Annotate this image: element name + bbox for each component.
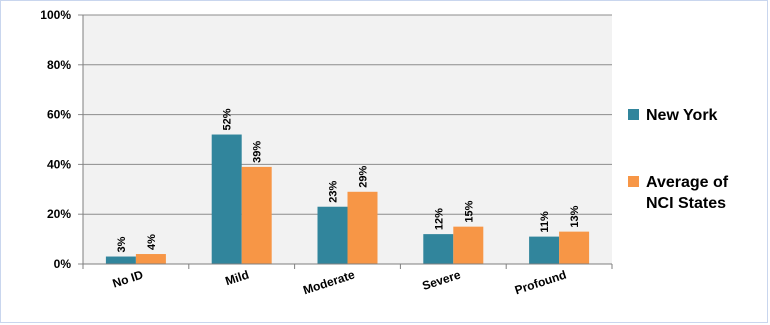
legend-label: New York: [646, 107, 718, 124]
data-label: 4%: [146, 234, 158, 250]
data-label: 39%: [252, 141, 264, 163]
bars: [105, 134, 590, 264]
y-tick-label: 80%: [47, 58, 71, 72]
bar-new-york-profound: [529, 236, 560, 264]
legend-label: NCI States: [646, 195, 726, 212]
bar-new-york-moderate: [317, 206, 348, 264]
x-tick-label: Moderate: [301, 267, 356, 297]
data-label: 13%: [569, 205, 581, 227]
axes: [82, 15, 613, 269]
bar-nci-average-mild: [241, 166, 272, 264]
bar-new-york-no-id: [105, 256, 136, 264]
x-axis-tick-labels: No ID Mild Moderate Severe Profound: [111, 267, 568, 297]
y-tick-label: 0%: [54, 257, 72, 271]
y-tick-label: 100%: [40, 8, 71, 22]
data-labels: 3% 4% 52% 39% 23% 29% 12% 15% 11% 13%: [116, 108, 581, 252]
y-tick-label: 60%: [47, 108, 71, 122]
bar-nci-average-severe: [453, 226, 484, 264]
data-label: 23%: [328, 180, 340, 202]
data-label: 11%: [539, 211, 551, 233]
bar-nci-average-profound: [559, 231, 590, 264]
data-label: 12%: [433, 208, 445, 230]
bar-new-york-severe: [423, 234, 454, 264]
legend-swatch: [628, 176, 639, 187]
data-label: 29%: [358, 166, 370, 188]
x-tick-label: No ID: [111, 267, 145, 290]
data-label: 15%: [463, 200, 475, 222]
y-axis-tick-labels: 0% 20% 40% 60% 80% 100%: [40, 8, 71, 271]
legend-swatch: [628, 109, 639, 120]
x-tick-label: Mild: [223, 268, 250, 289]
legend-label: Average of: [646, 174, 729, 191]
x-tick-label: Profound: [513, 268, 568, 298]
data-label: 52%: [222, 108, 234, 130]
data-label: 3%: [116, 236, 128, 252]
legend: New York Average of NCI States: [628, 107, 729, 212]
y-tick-label: 20%: [47, 207, 71, 221]
x-tick-label: Severe: [420, 267, 462, 293]
bar-nci-average-no-id: [135, 254, 166, 264]
y-tick-label: 40%: [47, 157, 71, 171]
bar-nci-average-moderate: [347, 191, 378, 264]
bar-new-york-mild: [211, 134, 242, 264]
